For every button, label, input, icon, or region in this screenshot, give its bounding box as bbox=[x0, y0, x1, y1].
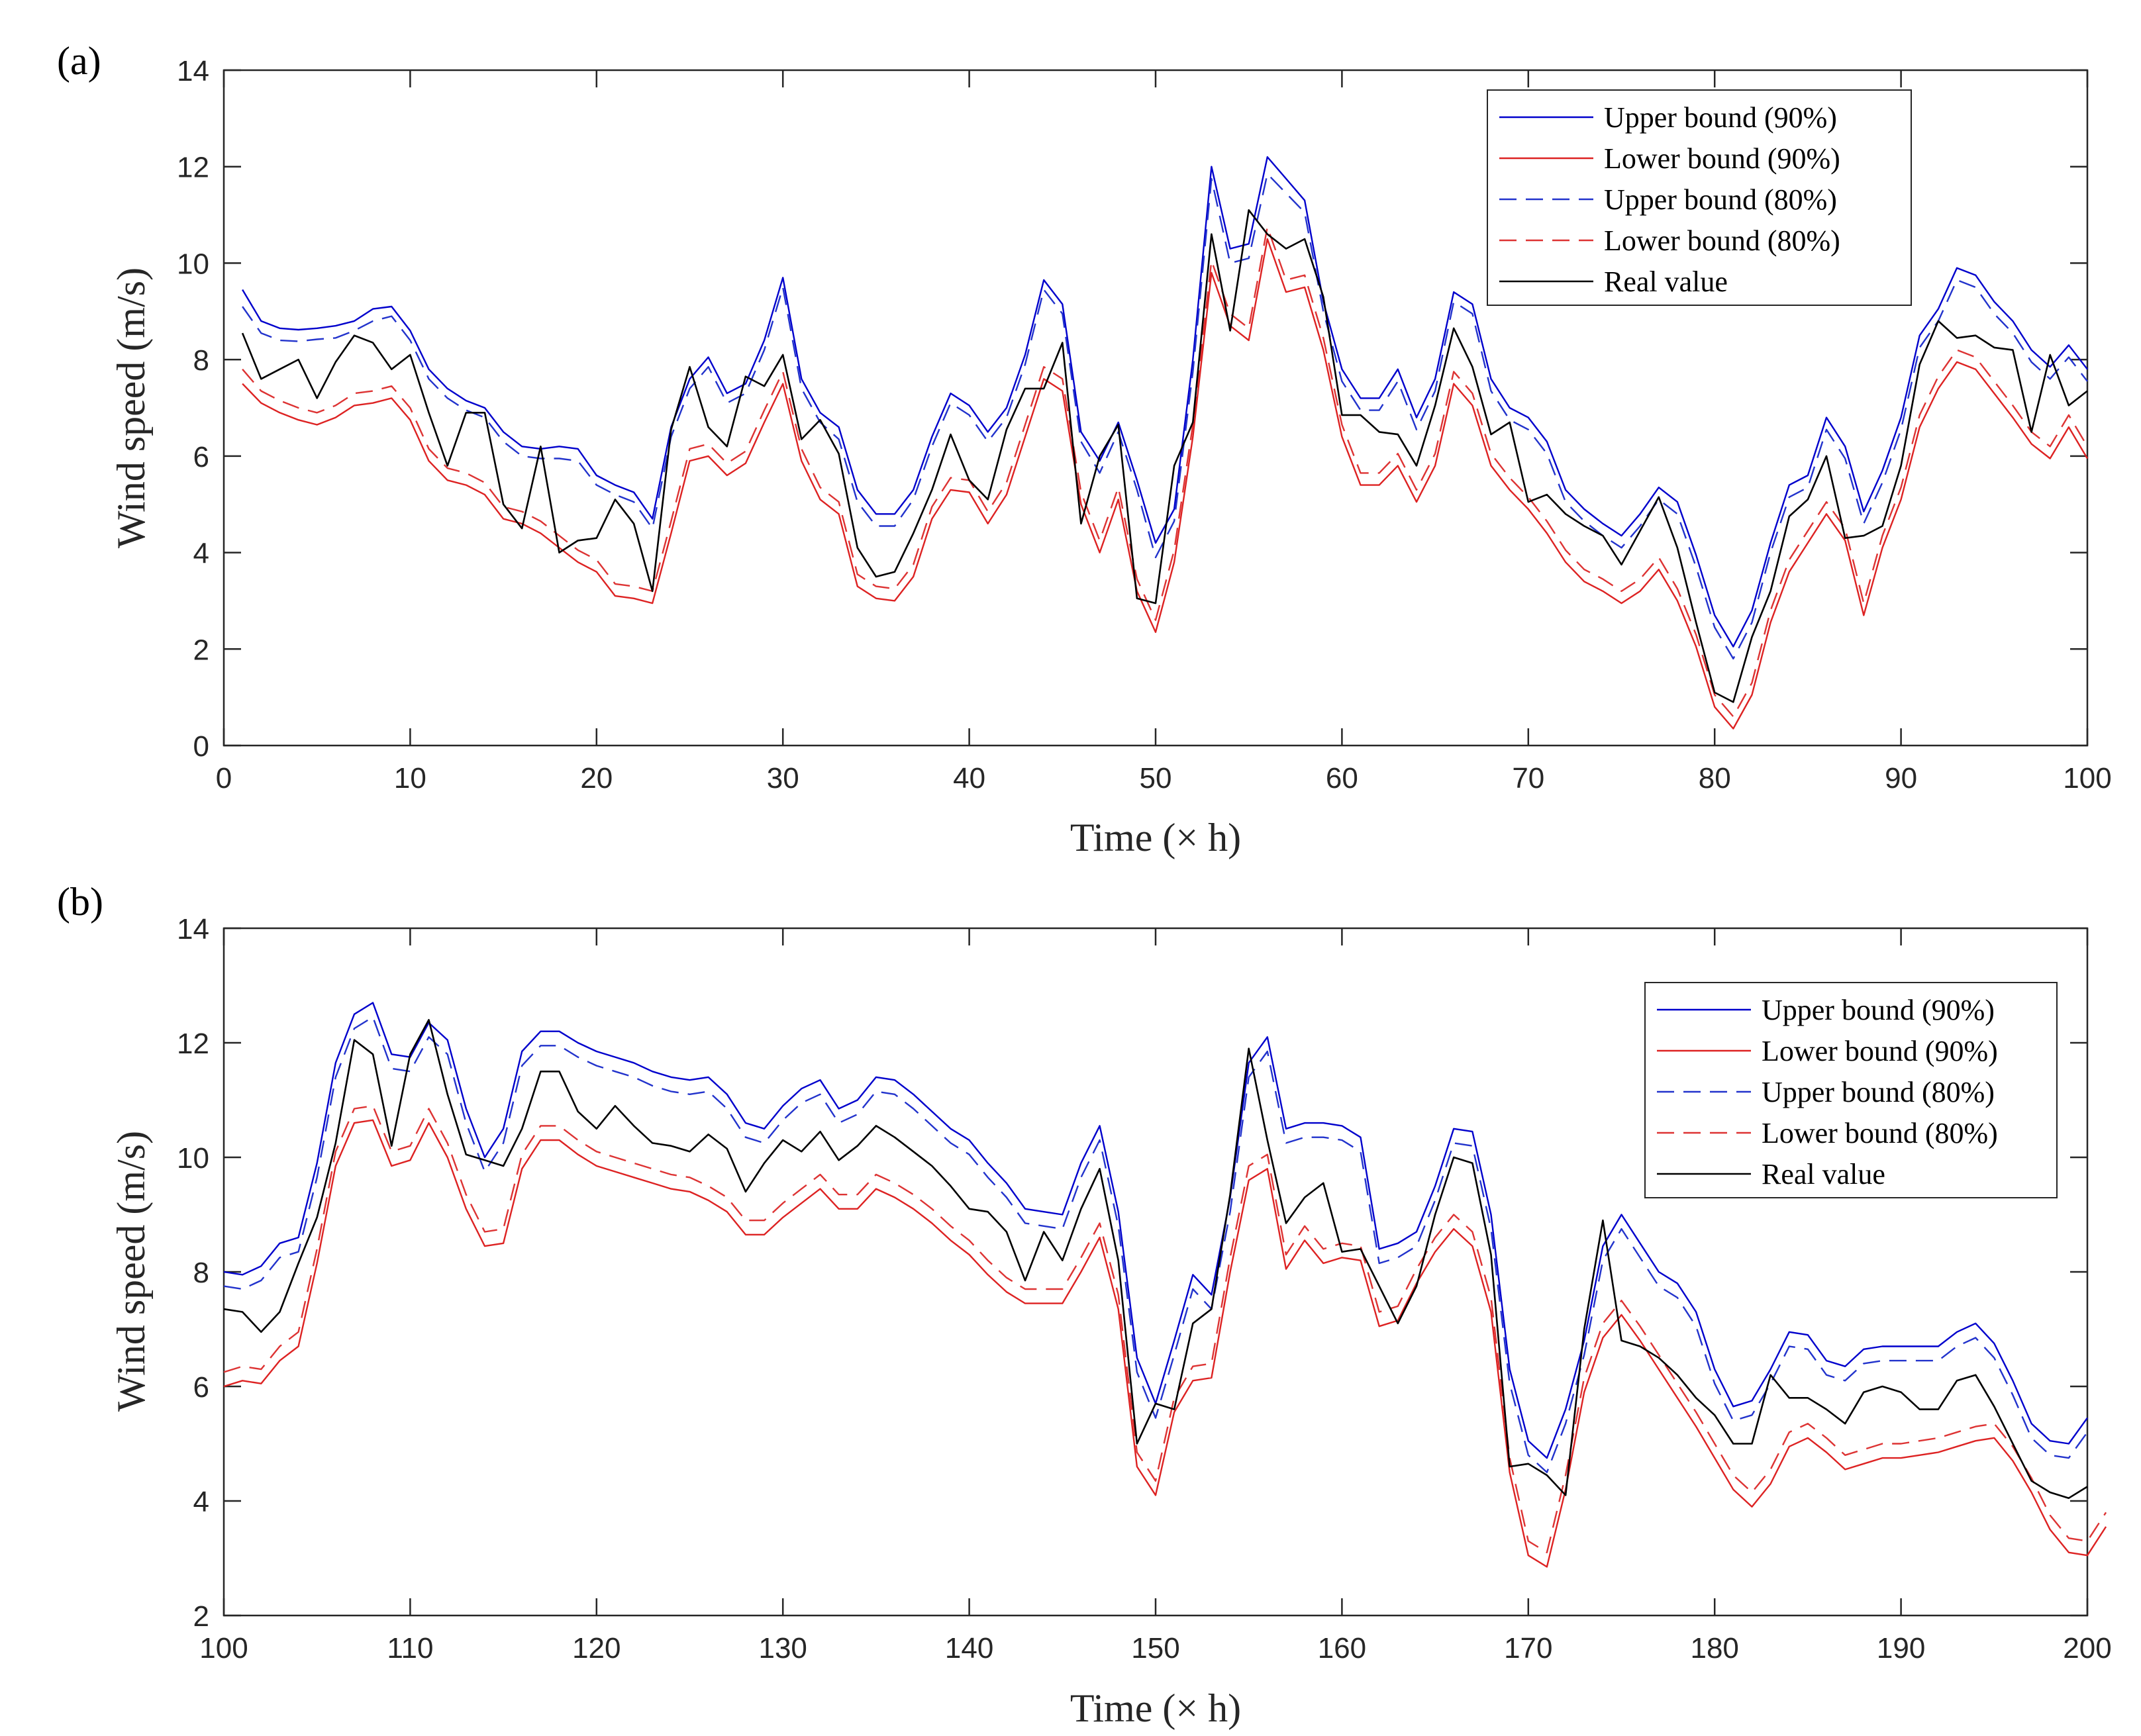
x-tick-label: 120 bbox=[572, 1632, 621, 1664]
panel-label: (b) bbox=[57, 880, 103, 924]
y-tick-label: 6 bbox=[193, 1371, 209, 1404]
series-line-upper-bound-90 bbox=[242, 156, 2088, 648]
x-tick-label: 10 bbox=[394, 762, 426, 795]
x-tick-label: 30 bbox=[767, 762, 799, 795]
x-tick-label: 170 bbox=[1504, 1632, 1552, 1664]
legend-label-upper-90: Upper bound (90%) bbox=[1762, 994, 1995, 1026]
y-axis-label: Wind speed (m/s) bbox=[109, 267, 153, 548]
x-tick-label: 0 bbox=[216, 762, 232, 795]
legend-box bbox=[1487, 89, 1912, 306]
series-lines bbox=[223, 1002, 2107, 1568]
x-tick-label: 20 bbox=[580, 762, 613, 795]
y-axis-label: Wind speed (m/s) bbox=[109, 1131, 153, 1412]
series-line-upper-bound-80 bbox=[223, 1016, 2088, 1474]
y-tick-label: 14 bbox=[177, 55, 209, 87]
legend-label-real-value: Real value bbox=[1762, 1158, 1885, 1190]
x-tick-label: 90 bbox=[1885, 762, 1917, 795]
y-tick-label: 6 bbox=[193, 441, 209, 473]
chart-panel-b: 100 110 120 130 140 150 160 170 180 190 200 2 4 6 8 10… bbox=[57, 880, 2112, 1730]
legend-label-lower-90: Lower bound (90%) bbox=[1604, 142, 1840, 175]
x-tick-label: 100 bbox=[199, 1632, 248, 1664]
legend-label-upper-90: Upper bound (90%) bbox=[1604, 101, 1837, 134]
legend: Upper bound (90%) Lower bound (90%) Uppe… bbox=[1487, 89, 1912, 306]
y-tick-label: 2 bbox=[193, 634, 209, 666]
y-tick-label: 12 bbox=[177, 152, 209, 184]
legend-label-upper-80: Upper bound (80%) bbox=[1762, 1076, 1995, 1108]
y-tick-label: 8 bbox=[193, 344, 209, 377]
x-tick-label: 180 bbox=[1690, 1632, 1738, 1664]
x-tick-label: 130 bbox=[758, 1632, 807, 1664]
series-line-lower-bound-90 bbox=[223, 1119, 2107, 1568]
y-tick-label: 4 bbox=[193, 1486, 209, 1518]
y-tick-label: 2 bbox=[193, 1600, 209, 1633]
x-tick-label: 80 bbox=[1699, 762, 1731, 795]
axis-ticks bbox=[223, 927, 2089, 1617]
legend-box bbox=[1644, 982, 2058, 1198]
y-tick-label: 0 bbox=[193, 730, 209, 763]
x-tick-label: 50 bbox=[1140, 762, 1172, 795]
y-tick-label: 12 bbox=[177, 1028, 209, 1060]
panel-label: (a) bbox=[57, 39, 101, 83]
y-tick-labels: 0 2 4 6 8 10 12 14 bbox=[177, 55, 209, 763]
series-line-lower-bound-80 bbox=[242, 226, 2089, 718]
y-tick-labels: 2 4 6 8 10 12 14 bbox=[177, 913, 209, 1633]
x-tick-label: 140 bbox=[945, 1632, 993, 1664]
x-tick-label: 190 bbox=[1877, 1632, 1925, 1664]
series-lines bbox=[241, 156, 2089, 730]
x-tick-label: 100 bbox=[2063, 762, 2111, 795]
legend-label-lower-90: Lower bound (90%) bbox=[1762, 1035, 1998, 1067]
axis-ticks bbox=[223, 69, 2089, 747]
x-tick-label: 60 bbox=[1326, 762, 1358, 795]
legend: Upper bound (90%) Lower bound (90%) Uppe… bbox=[1644, 982, 2058, 1198]
x-tick-labels: 100 110 120 130 140 150 160 170 180 190 200 bbox=[199, 1632, 2111, 1664]
x-tick-label: 150 bbox=[1131, 1632, 1179, 1664]
x-tick-label: 160 bbox=[1318, 1632, 1366, 1664]
x-tick-label: 200 bbox=[2063, 1632, 2111, 1664]
x-tick-label: 40 bbox=[953, 762, 985, 795]
series-line-lower-bound-80 bbox=[223, 1104, 2107, 1554]
legend-label-real-value: Real value bbox=[1604, 265, 1728, 298]
legend-label-lower-80: Lower bound (80%) bbox=[1762, 1117, 1998, 1149]
y-tick-label: 10 bbox=[177, 248, 209, 280]
legend-label-upper-80: Upper bound (80%) bbox=[1604, 183, 1837, 216]
chart-panel-a: 0 10 20 30 40 50 60 70 80 90 100 0 2 4 6 8 10 12 14 (a) T… bbox=[57, 39, 2112, 859]
y-tick-label: 14 bbox=[177, 913, 209, 945]
x-axis-label: Time (× h) bbox=[1070, 816, 1241, 859]
x-tick-label: 70 bbox=[1512, 762, 1544, 795]
y-tick-label: 8 bbox=[193, 1257, 209, 1289]
series-line-lower-bound-90 bbox=[242, 238, 2089, 730]
series-line-real-value bbox=[241, 209, 2088, 703]
y-tick-label: 10 bbox=[177, 1142, 209, 1175]
legend-label-lower-80: Lower bound (80%) bbox=[1604, 224, 1840, 257]
x-axis-label: Time (× h) bbox=[1070, 1686, 1241, 1730]
series-line-real-value bbox=[223, 1019, 2088, 1499]
y-tick-label: 4 bbox=[193, 538, 209, 570]
x-tick-labels: 0 10 20 30 40 50 60 70 80 90 100 bbox=[216, 762, 2112, 795]
x-tick-label: 110 bbox=[387, 1632, 433, 1664]
